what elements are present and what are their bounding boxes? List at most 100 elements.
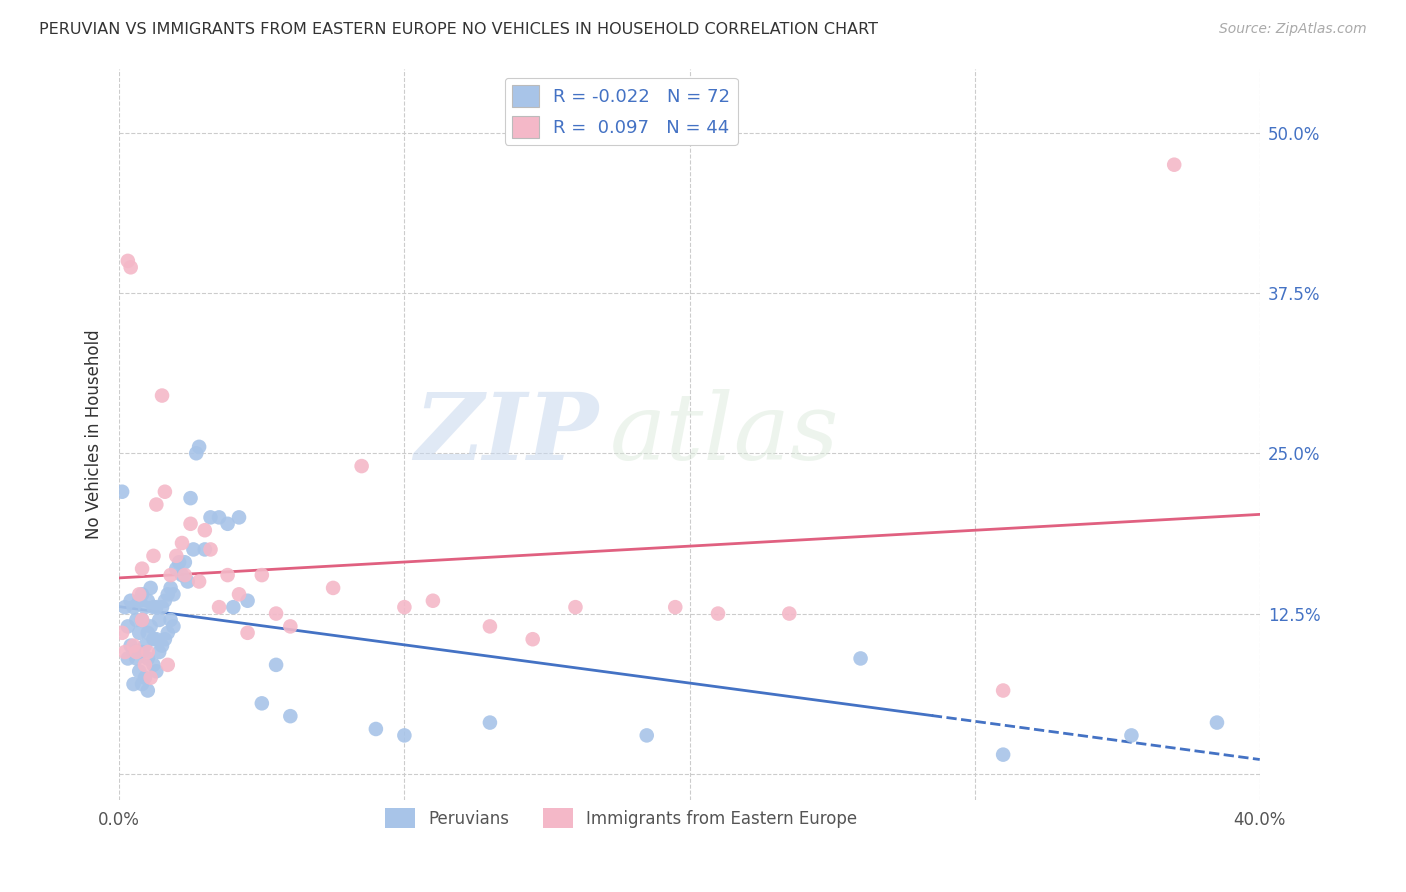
Point <box>150 639 173 653</box>
Point <box>125 613 148 627</box>
Point <box>156 625 179 640</box>
Point <box>236 625 259 640</box>
Point <box>165 562 187 576</box>
Point <box>111 625 134 640</box>
Point <box>159 581 181 595</box>
Point <box>128 587 150 601</box>
Point <box>707 607 730 621</box>
Point <box>280 709 302 723</box>
Point <box>120 639 142 653</box>
Point <box>134 639 156 653</box>
Point <box>478 619 501 633</box>
Point <box>131 613 153 627</box>
Point <box>142 600 165 615</box>
Point <box>131 613 153 627</box>
Point <box>139 619 162 633</box>
Point <box>150 600 173 615</box>
Point <box>128 593 150 607</box>
Point <box>117 619 139 633</box>
Point <box>153 632 176 647</box>
Text: ZIP: ZIP <box>413 389 599 479</box>
Legend: Peruvians, Immigrants from Eastern Europe: Peruvians, Immigrants from Eastern Europ… <box>378 801 863 835</box>
Point <box>142 632 165 647</box>
Point <box>208 600 231 615</box>
Point <box>145 498 167 512</box>
Point <box>134 657 156 672</box>
Point <box>180 491 202 505</box>
Point <box>1163 158 1185 172</box>
Point <box>364 722 387 736</box>
Point <box>222 600 245 615</box>
Point <box>139 671 162 685</box>
Point <box>162 587 184 601</box>
Point <box>145 632 167 647</box>
Point <box>125 651 148 665</box>
Point <box>142 549 165 563</box>
Point <box>159 568 181 582</box>
Point <box>125 645 148 659</box>
Point <box>170 536 193 550</box>
Point <box>208 510 231 524</box>
Point <box>264 607 287 621</box>
Point <box>128 665 150 679</box>
Point <box>394 728 416 742</box>
Point <box>131 562 153 576</box>
Point <box>136 625 159 640</box>
Point <box>188 574 211 589</box>
Point <box>778 607 800 621</box>
Point <box>122 645 145 659</box>
Point <box>156 657 179 672</box>
Point <box>636 728 658 742</box>
Point <box>120 593 142 607</box>
Text: PERUVIAN VS IMMIGRANTS FROM EASTERN EUROPE NO VEHICLES IN HOUSEHOLD CORRELATION : PERUVIAN VS IMMIGRANTS FROM EASTERN EURO… <box>39 22 879 37</box>
Point <box>134 671 156 685</box>
Point <box>250 568 273 582</box>
Point <box>522 632 544 647</box>
Point <box>114 645 136 659</box>
Point <box>217 516 239 531</box>
Point <box>156 587 179 601</box>
Point <box>170 568 193 582</box>
Point <box>194 523 217 537</box>
Point <box>122 639 145 653</box>
Point <box>180 516 202 531</box>
Point <box>150 388 173 402</box>
Point <box>136 593 159 607</box>
Point <box>1121 728 1143 742</box>
Point <box>111 484 134 499</box>
Point <box>162 619 184 633</box>
Point <box>136 651 159 665</box>
Point <box>849 651 872 665</box>
Point <box>153 593 176 607</box>
Point <box>188 440 211 454</box>
Point <box>153 484 176 499</box>
Point <box>142 657 165 672</box>
Point <box>173 555 195 569</box>
Point <box>217 568 239 582</box>
Point <box>186 446 208 460</box>
Point <box>183 542 205 557</box>
Point <box>167 555 190 569</box>
Point <box>131 645 153 659</box>
Point <box>991 747 1014 762</box>
Point <box>122 677 145 691</box>
Point <box>120 260 142 275</box>
Point <box>148 613 170 627</box>
Point <box>1206 715 1229 730</box>
Point <box>394 600 416 615</box>
Point <box>236 593 259 607</box>
Point <box>114 600 136 615</box>
Point <box>159 613 181 627</box>
Point <box>136 645 159 659</box>
Point <box>131 587 153 601</box>
Point <box>173 568 195 582</box>
Point <box>250 696 273 710</box>
Point <box>564 600 586 615</box>
Point <box>131 677 153 691</box>
Point <box>200 542 222 557</box>
Point <box>228 587 250 601</box>
Point <box>228 510 250 524</box>
Point <box>165 549 187 563</box>
Point <box>991 683 1014 698</box>
Point <box>128 625 150 640</box>
